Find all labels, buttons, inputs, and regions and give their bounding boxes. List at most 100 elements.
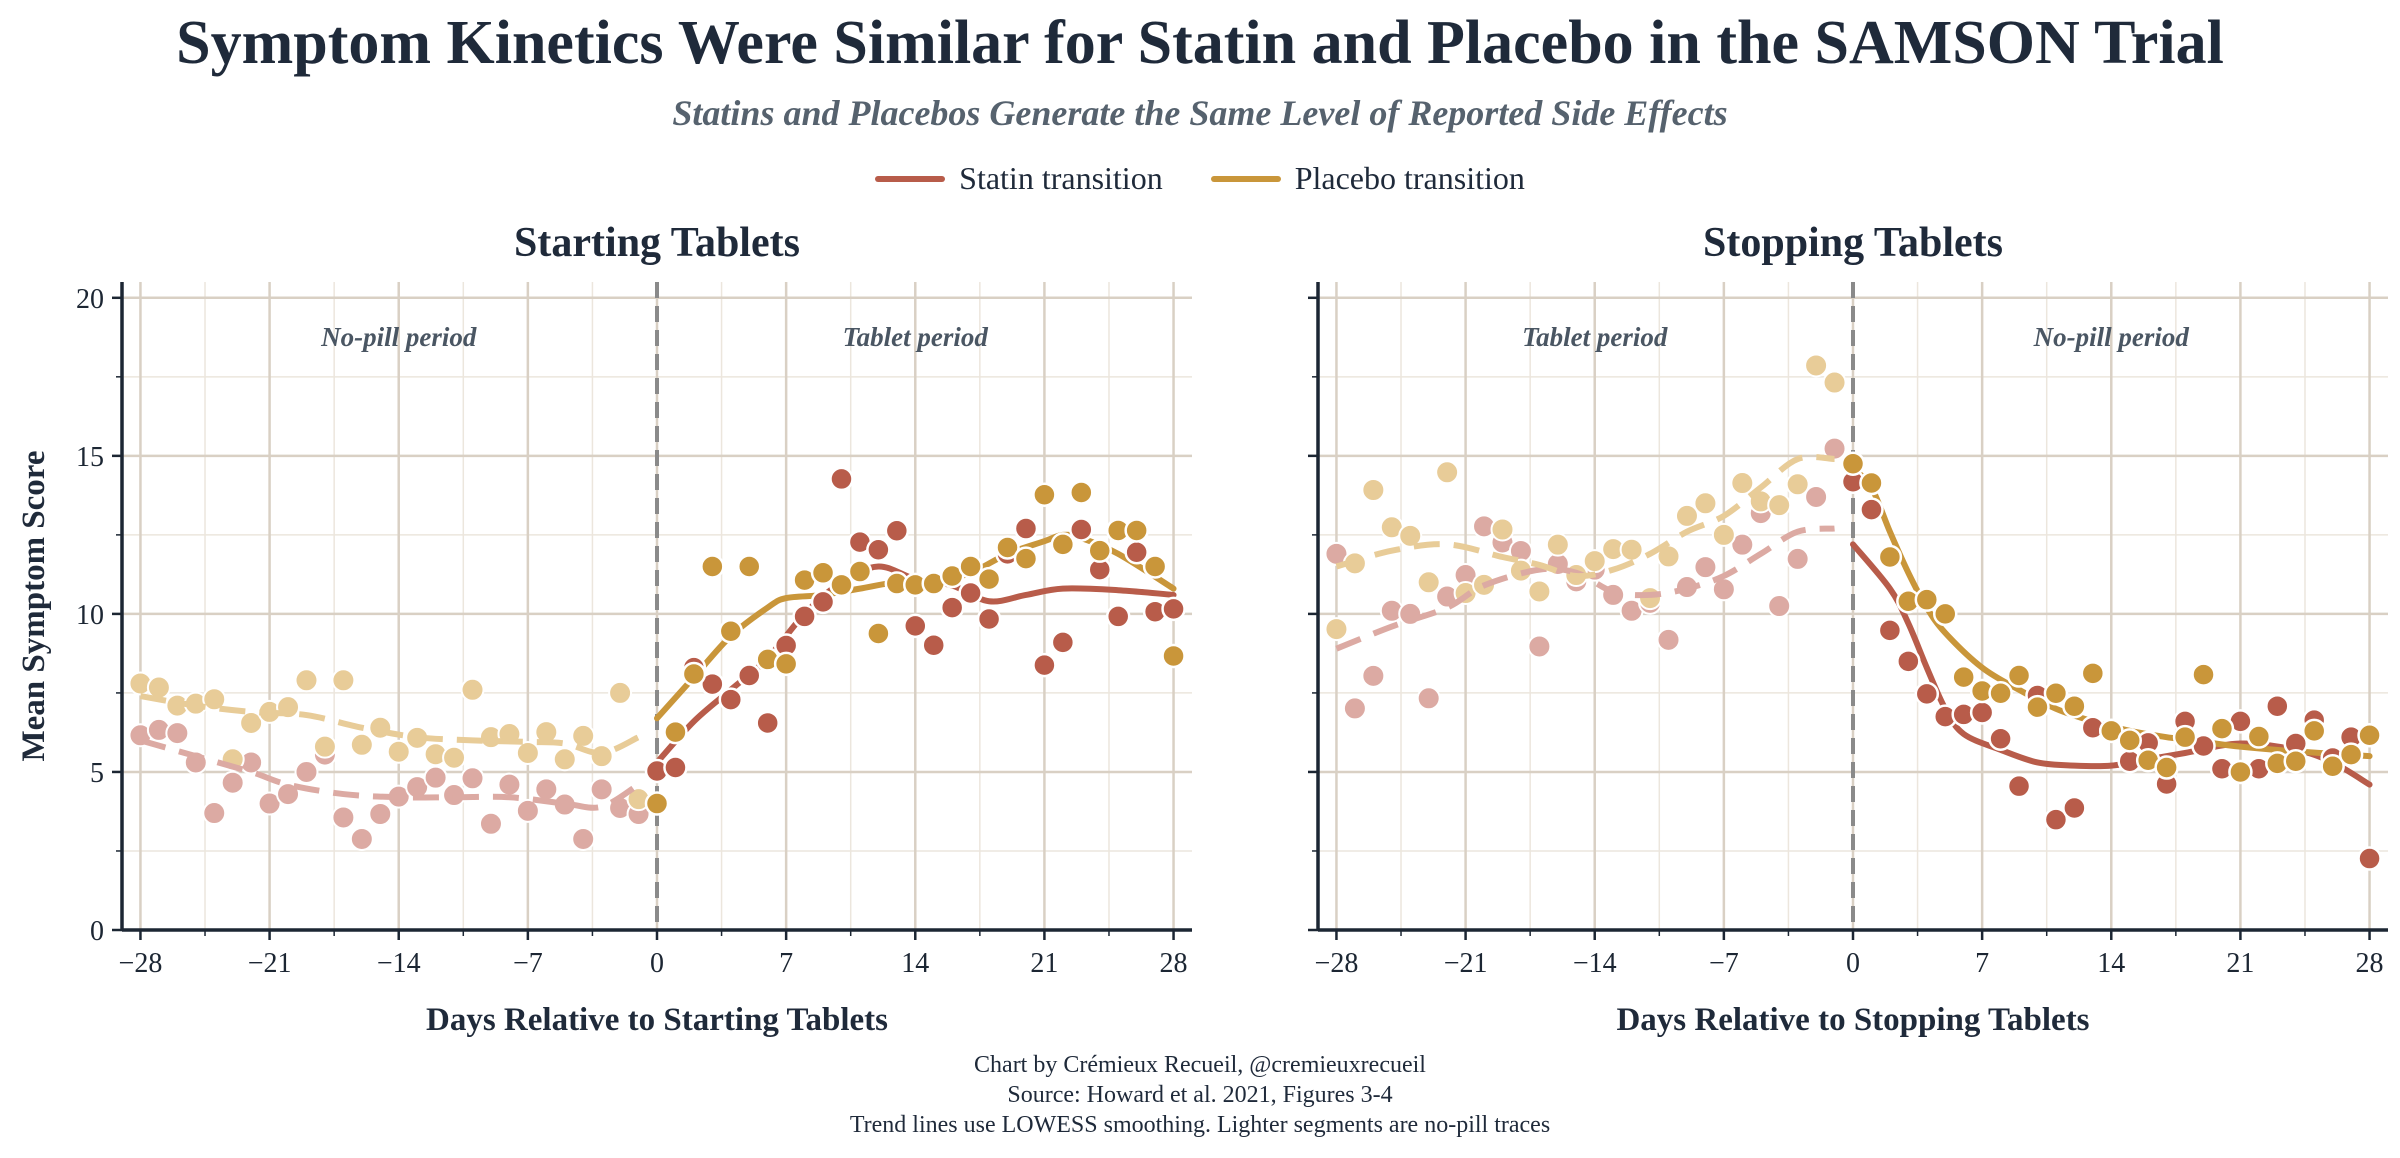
- placebo-post-point: [810, 560, 836, 586]
- x-tick-label: 7: [1975, 948, 1989, 979]
- statin-pre-point: [1342, 696, 1367, 721]
- statin-pre-point: [1693, 555, 1718, 580]
- statin-pre-point: [220, 770, 245, 795]
- placebo-post-point: [1142, 554, 1168, 579]
- statin-pre-point: [589, 777, 614, 802]
- placebo-post-point: [2080, 661, 2106, 686]
- placebo-pre-point: [571, 723, 596, 748]
- x-tick-label: −21: [1444, 948, 1488, 979]
- placebo-pre-point: [294, 668, 319, 693]
- statin-post-point: [2006, 773, 2032, 799]
- statin-pre-point: [1785, 546, 1810, 571]
- placebo-pre-point: [1398, 523, 1423, 548]
- statin-post-point: [1969, 700, 1995, 725]
- period-label: Tablet period: [843, 322, 989, 352]
- placebo-pre-point: [515, 740, 540, 765]
- placebo-pre-point: [1527, 579, 1552, 604]
- period-label: No-pill period: [320, 322, 477, 352]
- placebo-pre-point: [202, 687, 227, 712]
- statin-pre-point: [515, 798, 540, 823]
- x-axis-label: Days Relative to Stopping Tablets: [1616, 1002, 2089, 1038]
- placebo-pre-point: [589, 744, 614, 769]
- statin-post-point: [700, 671, 725, 697]
- statin-pre-point: [165, 721, 190, 746]
- placebo-post-point: [1124, 518, 1149, 543]
- placebo-post-point: [1840, 451, 1866, 477]
- placebo-pre-point: [552, 747, 577, 772]
- legend: Statin transition Placebo transition: [0, 160, 2400, 197]
- statin-post-point: [1124, 540, 1149, 565]
- statin-post-point: [829, 466, 854, 492]
- placebo-post-point: [736, 554, 762, 579]
- statin-pre-point: [1416, 686, 1441, 711]
- placebo-pre-point: [331, 668, 356, 693]
- statin-post-point: [736, 663, 762, 688]
- statin-pre-trend: [1335, 525, 1835, 652]
- legend-label: Statin transition: [959, 160, 1163, 196]
- placebo-post-point: [2283, 748, 2309, 774]
- placebo-post-point: [1988, 680, 2013, 706]
- y-tick-label: 15: [76, 442, 104, 473]
- statin-post-point: [939, 595, 965, 620]
- y-tick-label: 20: [76, 284, 104, 315]
- placebo-pre-point: [386, 739, 411, 764]
- statin-pre-point: [1730, 532, 1755, 557]
- statin-post-point: [884, 518, 910, 544]
- placebo-post-point: [958, 554, 983, 579]
- panel-starting: 0 5 10 15 20 −28 −21 −14 −7 0 7 14 21 28 Starting Tabl…: [16, 220, 1192, 1038]
- statin-pre-point: [294, 759, 319, 784]
- statin-post-point: [1914, 681, 1940, 707]
- placebo-pre-point: [1361, 477, 1386, 502]
- x-tick-label: 14: [2097, 948, 2125, 979]
- placebo-post-point: [644, 791, 670, 816]
- footer-source: Source: Howard et al. 2021, Figures 3-4: [1007, 1082, 1393, 1108]
- statin-post-point: [1988, 726, 2013, 752]
- statin-pre-point: [349, 826, 374, 851]
- statin-pre-point: [202, 801, 227, 826]
- x-tick-label: 28: [2356, 948, 2384, 979]
- statin-post-point: [921, 632, 946, 658]
- statin-pre-point: [368, 801, 393, 826]
- period-label: No-pill period: [2033, 322, 2190, 352]
- placebo-post-point: [2025, 694, 2050, 720]
- placebo-post-point: [2338, 742, 2364, 767]
- footer-credit: Chart by Crémieux Recueil, @cremieuxrecu…: [974, 1052, 1426, 1078]
- y-tick-label: 5: [90, 758, 104, 789]
- x-tick-label: 28: [1160, 948, 1188, 979]
- x-tick-label: 0: [650, 948, 664, 979]
- statin-post-point: [1105, 604, 1131, 629]
- footer-note: Trend lines use LOWESS smoothing. Lighte…: [849, 1112, 1551, 1138]
- legend-item-placebo: Placebo transition: [1210, 160, 1525, 197]
- placebo-pre-point: [312, 734, 337, 759]
- x-tick-label: −7: [513, 948, 543, 979]
- placebo-post-point: [663, 719, 688, 745]
- placebo-pre-point: [1767, 493, 1792, 518]
- placebo-pre-point: [1435, 460, 1460, 485]
- placebo-post-point: [2357, 723, 2382, 748]
- statin-pre-point: [478, 811, 503, 836]
- x-tick-label: 21: [2226, 948, 2254, 979]
- placebo-post-point: [2209, 716, 2235, 741]
- placebo-pre-point: [1711, 522, 1736, 547]
- placebo-pre-point: [1693, 491, 1718, 516]
- statin-pre-point: [460, 766, 485, 791]
- x-tick-label: −14: [377, 948, 421, 979]
- placebo-post-point: [2043, 680, 2069, 706]
- y-axis-label: Mean Symptom Score: [16, 450, 52, 761]
- statin-post-point: [718, 687, 744, 712]
- statin-post-point: [2357, 846, 2382, 871]
- placebo-post-point: [2117, 728, 2142, 753]
- placebo-pre-trend: [139, 693, 640, 756]
- statin-pre-point: [1656, 627, 1681, 652]
- statin-post-point: [1896, 649, 1921, 674]
- placebo-post-point: [866, 621, 891, 646]
- placebo-pre-point: [442, 745, 467, 770]
- footer: Chart by Crémieux Recueil, @cremieuxrecu…: [0, 1050, 2400, 1140]
- x-tick-label: −21: [248, 948, 292, 979]
- statin-post-point: [1013, 516, 1039, 541]
- statin-post-point: [866, 537, 891, 562]
- y-tick-label: 10: [76, 600, 104, 631]
- placebo-post-point: [2006, 663, 2032, 688]
- x-tick-label: 7: [779, 948, 793, 979]
